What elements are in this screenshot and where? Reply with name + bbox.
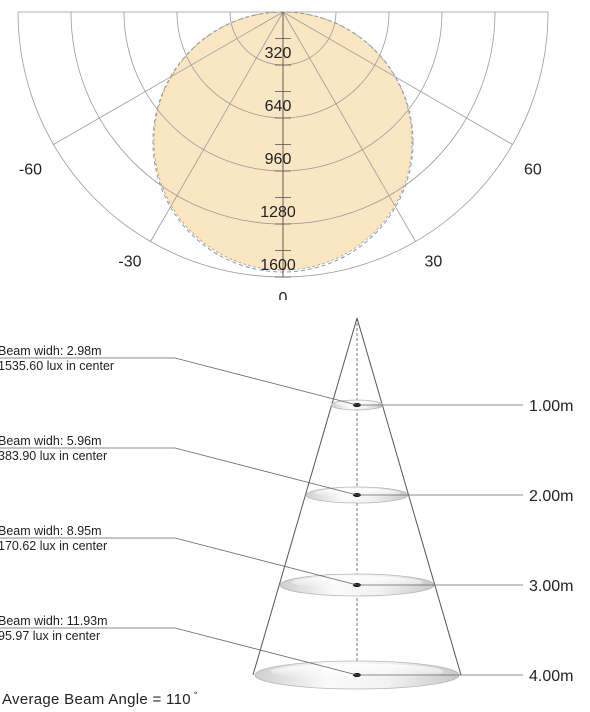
distance-label: 1.00m (529, 398, 573, 415)
polar-spoke (150, 11, 284, 242)
lux-center-label: 383.90 lux in center (0, 449, 107, 463)
radial-label: 960 (265, 151, 292, 168)
lux-center-label: 1535.60 lux in center (0, 359, 114, 373)
radial-label: 1600 (260, 257, 296, 274)
beam-width-label: Beam widh: 11.93m (0, 614, 108, 628)
polar-intensity-diagram: 320 640 960 1280 1600 -60 -30 0 30 60 (17, 11, 549, 301)
cone-edge-right (356, 317, 462, 676)
lux-center-label: 170.62 lux in center (0, 539, 107, 553)
radial-intensity-labels: 320 640 960 1280 1600 (260, 45, 296, 274)
radial-label: 640 (265, 98, 292, 115)
radial-label: 320 (265, 45, 292, 62)
angle-label: 30 (425, 254, 443, 271)
vertical-axis (275, 12, 291, 278)
distance-label: 4.00m (529, 668, 573, 685)
polar-spoke (282, 11, 513, 145)
polar-spoke (53, 11, 284, 145)
degree-symbol: ° (193, 690, 198, 700)
angle-label: -30 (118, 254, 141, 271)
angle-label: 0 (279, 290, 288, 300)
polar-spoke (282, 11, 416, 242)
angle-label: -60 (19, 162, 42, 179)
annotation-leader (0, 447, 358, 496)
average-beam-angle-text: Average Beam Angle = 110 (2, 691, 191, 708)
angle-label: 60 (524, 162, 542, 179)
lux-center-label: 95.97 lux in center (0, 629, 100, 643)
distance-label: 3.00m (529, 578, 573, 595)
annotation-leader (0, 537, 358, 586)
average-beam-angle: Average Beam Angle = 110 ° (2, 690, 198, 708)
cone-body (252, 317, 462, 676)
annotation-leader (0, 627, 358, 676)
radial-label: 1280 (260, 204, 296, 221)
cone-edge-left (252, 317, 358, 676)
beam-width-label: Beam widh: 8.95m (0, 524, 102, 538)
angle-labels: -60 -30 0 30 60 (19, 162, 542, 301)
annotation-leader (0, 357, 358, 406)
beam-width-label: Beam widh: 5.96m (0, 434, 102, 448)
distance-label: 2.00m (529, 488, 573, 505)
beam-width-label: Beam widh: 2.98m (0, 344, 102, 358)
